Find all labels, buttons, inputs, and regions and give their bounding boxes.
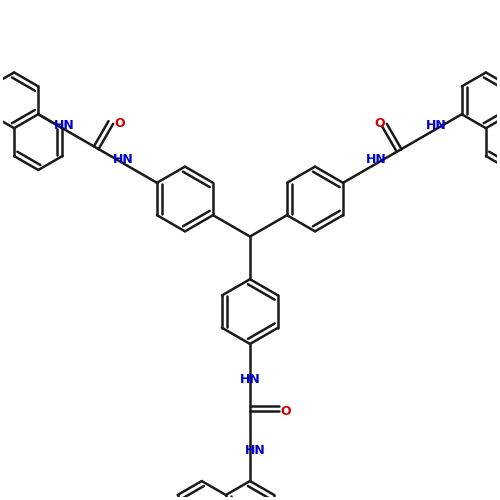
Text: O: O (375, 118, 386, 130)
Text: O: O (114, 118, 125, 130)
Text: HN: HN (113, 152, 134, 166)
Text: HN: HN (426, 119, 446, 132)
Text: HN: HN (366, 152, 387, 166)
Text: O: O (280, 405, 291, 418)
Text: HN: HN (54, 119, 74, 132)
Text: HN: HN (245, 444, 266, 457)
Text: HN: HN (240, 374, 260, 386)
